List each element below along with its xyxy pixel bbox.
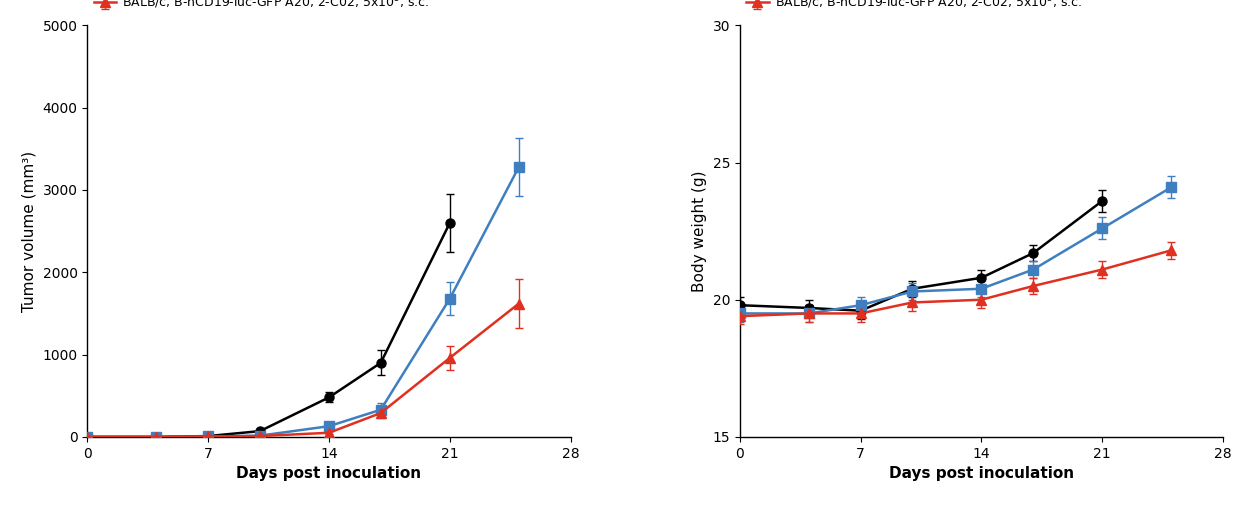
X-axis label: Days post inoculation: Days post inoculation xyxy=(236,466,422,481)
Legend: BALB/c, A20, 5x10$^5$, s.c., BALB/c, B-hCD19-luc-GFP A20, 1-E04, 5x10$^5$, s.c.,: BALB/c, A20, 5x10$^5$, s.c., BALB/c, B-h… xyxy=(94,0,429,11)
Legend: BALB/c, A20, 5x10$^5$, s.c., BALB/c, B-hCD19-luc-GFP A20, 1-E04, 5x10$^5$, s.c.,: BALB/c, A20, 5x10$^5$, s.c., BALB/c, B-h… xyxy=(746,0,1082,11)
Y-axis label: Body weight (g): Body weight (g) xyxy=(691,170,706,292)
Y-axis label: Tumor volume (mm³): Tumor volume (mm³) xyxy=(22,150,37,312)
X-axis label: Days post inoculation: Days post inoculation xyxy=(889,466,1075,481)
